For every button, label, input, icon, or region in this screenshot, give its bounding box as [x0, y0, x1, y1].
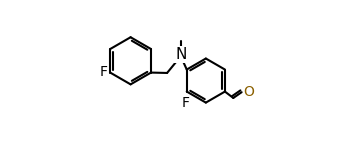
Text: N: N: [175, 47, 187, 62]
Text: F: F: [99, 65, 108, 79]
Text: O: O: [243, 85, 254, 99]
Text: F: F: [182, 96, 190, 110]
